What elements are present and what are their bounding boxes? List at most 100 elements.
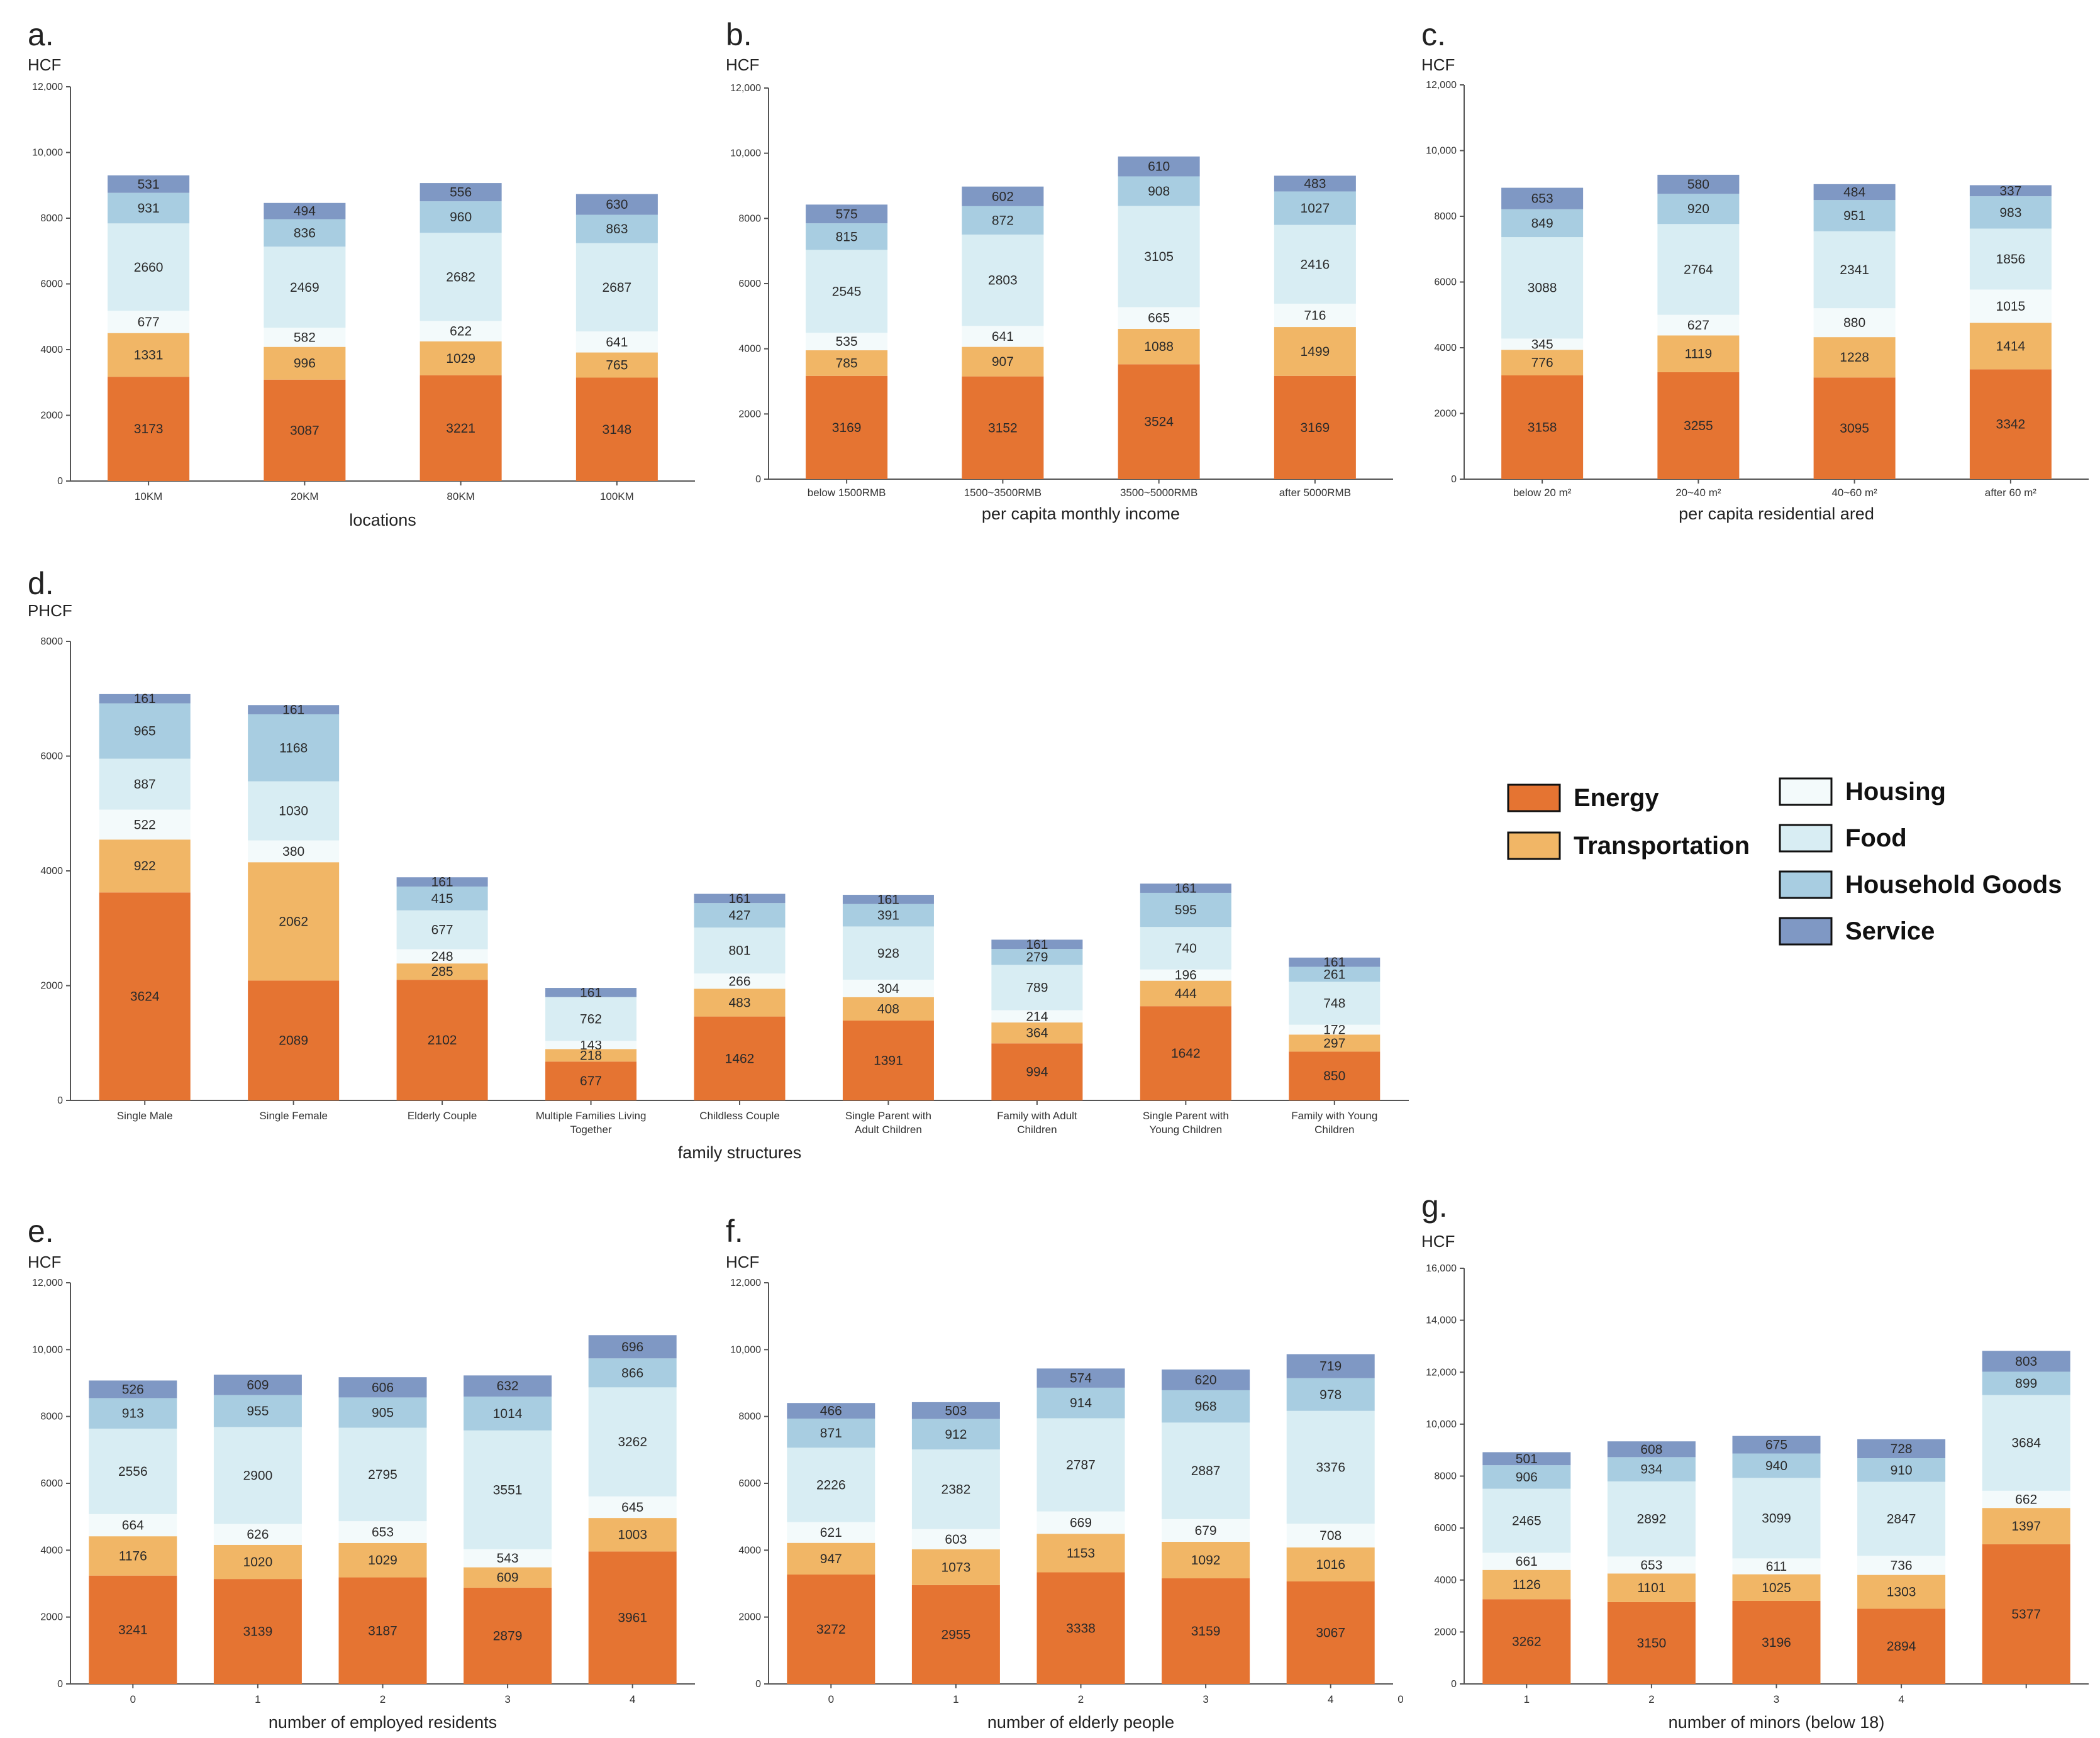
data-label: 1003 <box>618 1528 647 1542</box>
bar-segment-energy <box>806 375 888 479</box>
data-label: 595 <box>1175 903 1197 917</box>
y-unit-label: HCF <box>28 55 61 74</box>
x-tick-label: 3 <box>1774 1693 1779 1705</box>
bar-segment-food <box>89 1428 177 1514</box>
bar-segment-transportation <box>1289 1034 1381 1052</box>
bar-segment-household-goods <box>1482 1465 1571 1489</box>
panel-f: f. HCF 0 2000 4000 6000 8000 10,000 12,000 3272 94… <box>726 1214 1404 1732</box>
data-label: 2226 <box>816 1478 846 1492</box>
data-label: 279 <box>1026 950 1048 965</box>
panel-letter: e. <box>28 1214 54 1249</box>
x-tick-label: 4 <box>630 1693 635 1705</box>
legend-label: Housing <box>1845 778 1946 805</box>
bar-segment-transportation <box>1813 337 1896 378</box>
x-axis-title: per capita monthly income <box>982 504 1180 523</box>
bar-segment-service <box>962 186 1044 206</box>
y-tick-label: 4000 <box>40 866 63 877</box>
bar-segment-service <box>1289 957 1381 967</box>
panel-e: e.HCF0200040006000800010,00012,000324111… <box>28 1214 695 1732</box>
bar-segment-energy <box>396 980 488 1100</box>
y-tick-label: 4000 <box>1434 343 1457 353</box>
bar-segment-transportation <box>806 350 888 376</box>
bar-segment-food <box>911 1449 1000 1529</box>
data-label: 415 <box>431 892 453 906</box>
bar-segment-food <box>1501 237 1584 339</box>
data-label: 531 <box>138 177 160 192</box>
y-tick-label: 6000 <box>1434 277 1457 288</box>
data-label: 3169 <box>1301 421 1330 435</box>
y-tick-label: 8000 <box>40 636 63 647</box>
bar-segment-transportation <box>911 1549 1000 1585</box>
data-label: 872 <box>992 213 1014 228</box>
bar-segment-energy <box>1289 1051 1381 1100</box>
data-label: 677 <box>138 315 160 329</box>
bar-segment-transportation <box>396 963 488 980</box>
data-label: 664 <box>122 1519 144 1533</box>
bar-segment-service <box>108 175 190 193</box>
panel-letter: d. <box>28 566 54 601</box>
legend-swatch-food <box>1779 824 1833 853</box>
bar-segment-household-goods <box>1732 1453 1821 1478</box>
y-tick-label: 10,000 <box>1426 1419 1457 1430</box>
data-label: 3150 <box>1637 1636 1667 1651</box>
bar-segment-service <box>1607 1441 1696 1458</box>
data-label: 789 <box>1026 981 1048 995</box>
data-label: 866 <box>621 1366 643 1380</box>
data-label: 2660 <box>134 260 164 275</box>
data-label: 5377 <box>2011 1607 2041 1622</box>
bar-segment-energy <box>108 377 190 481</box>
data-label: 3961 <box>618 1611 647 1625</box>
bar-segment-food <box>1857 1481 1946 1556</box>
data-label: 677 <box>580 1074 602 1088</box>
bar-segment-transportation <box>787 1542 875 1575</box>
data-label: 427 <box>728 909 750 923</box>
data-label: 3173 <box>134 422 164 436</box>
data-label: 1499 <box>1301 345 1330 359</box>
data-label: 3159 <box>1191 1624 1221 1639</box>
bar-segment-energy <box>1482 1599 1571 1684</box>
bar-segment-housing <box>108 311 190 333</box>
x-tick-label: 0 <box>130 1693 136 1705</box>
x-tick-label: Elderly Couple <box>408 1110 477 1122</box>
y-tick-label: 2000 <box>40 1612 63 1623</box>
data-label: 905 <box>372 1405 394 1420</box>
data-label: 2879 <box>493 1629 523 1643</box>
bar-segment-energy <box>464 1587 552 1684</box>
data-label: 907 <box>992 355 1014 369</box>
x-tick-label: Single Parent with <box>845 1110 931 1122</box>
bar-segment-service <box>1732 1436 1821 1454</box>
data-label: 913 <box>122 1407 144 1421</box>
panel-letter: f. <box>726 1214 743 1249</box>
data-label: 611 <box>1766 1559 1787 1574</box>
x-tick-label: Single Male <box>117 1110 173 1122</box>
data-label: 3196 <box>1762 1636 1791 1650</box>
y-tick-label: 6000 <box>40 1478 63 1489</box>
x-tick-label: Multiple Families Living <box>536 1110 647 1122</box>
data-label: 910 <box>1891 1463 1913 1478</box>
bar-segment-household-goods <box>575 214 658 243</box>
data-label: 483 <box>728 996 750 1010</box>
bar-segment-transportation <box>1982 1508 2070 1544</box>
bar-segment-transportation <box>1501 350 1584 375</box>
data-label: 161 <box>431 875 453 890</box>
bar-segment-household-goods <box>1286 1378 1375 1411</box>
x-tick-label: after 5000RMB <box>1279 487 1351 499</box>
bar-segment-household-goods <box>89 1398 177 1429</box>
data-label: 2900 <box>243 1469 273 1483</box>
legend-swatch-household-goods <box>1779 870 1833 899</box>
bar-segment-service <box>842 895 934 904</box>
y-tick-label: 8000 <box>40 213 63 224</box>
data-label: 2089 <box>279 1034 308 1048</box>
panel-letter: c. <box>1421 17 1446 52</box>
bar-segment-food <box>396 910 488 949</box>
legend-swatch-service <box>1779 917 1833 946</box>
data-label: 609 <box>497 1571 519 1585</box>
y-tick-label: 10,000 <box>730 148 761 159</box>
bar-segment-housing <box>911 1529 1000 1549</box>
data-label: 3221 <box>446 421 475 436</box>
bar-segment-housing <box>787 1522 875 1543</box>
bar-segment-energy <box>1162 1578 1250 1684</box>
bar-segment-food <box>1813 231 1896 309</box>
bar-segment-energy <box>991 1043 1083 1100</box>
bar-segment-food <box>419 233 502 321</box>
